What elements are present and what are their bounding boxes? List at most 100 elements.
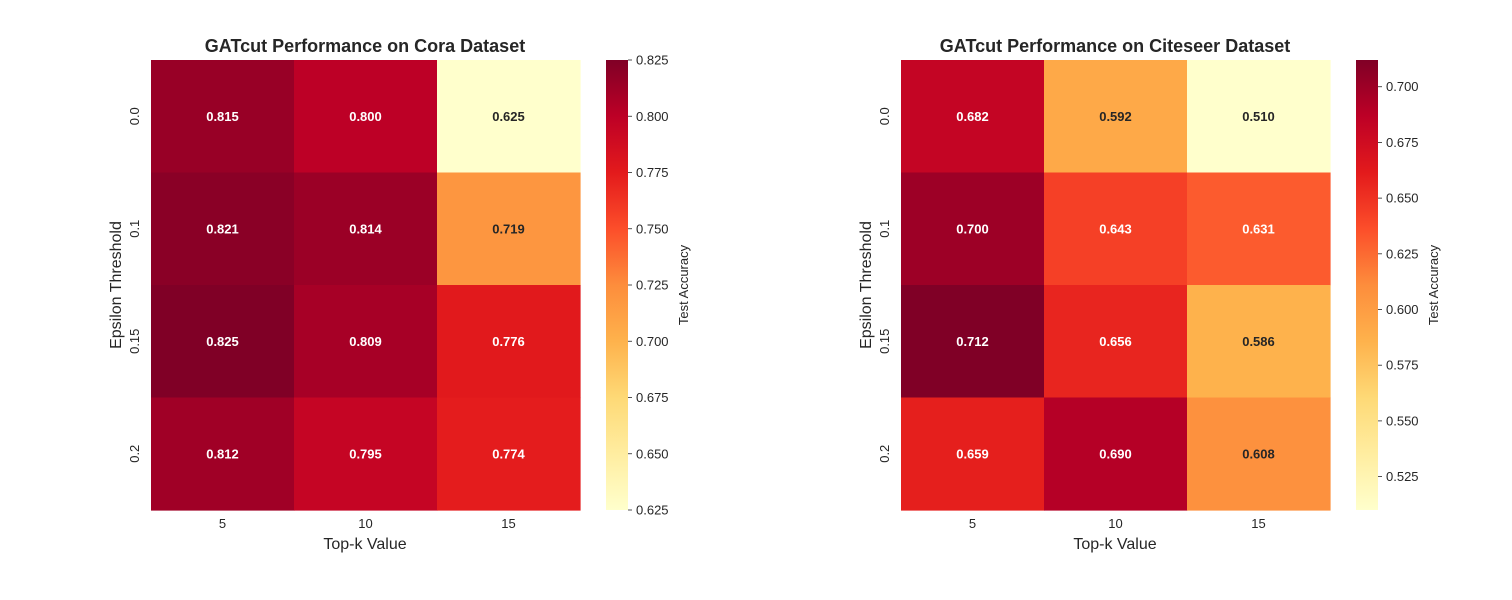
y-tick-label: 0.2	[877, 445, 892, 463]
colorbar-label: Test Accuracy	[1426, 244, 1441, 325]
colorbar-tick-label: 0.600	[1386, 302, 1419, 317]
colorbar-tick-label: 0.675	[636, 390, 669, 405]
cell-value-label: 0.814	[349, 221, 382, 236]
y-axis-label: Epsilon Threshold	[108, 221, 125, 349]
cell-value-label: 0.510	[1242, 109, 1275, 124]
y-tick-labels: 0.0 0.1 0.15 0.2	[877, 107, 892, 463]
cell-value-label: 0.643	[1099, 221, 1132, 236]
colorbar-tick-label: 0.825	[636, 53, 669, 68]
cell-value-label: 0.774	[492, 446, 525, 461]
heatmap-cell	[1044, 172, 1188, 286]
y-tick-label: 0.15	[127, 329, 142, 354]
cell-value-label: 0.659	[956, 446, 989, 461]
cell-value-label: 0.712	[956, 334, 989, 349]
heatmap-cell	[437, 60, 581, 174]
colorbar-tick-label: 0.750	[636, 221, 669, 236]
chart-title: GATcut Performance on Citeseer Dataset	[940, 36, 1290, 56]
colorbar-tick-label: 0.775	[636, 165, 669, 180]
x-tick-label: 15	[501, 516, 515, 531]
cell-value-label: 0.700	[956, 221, 989, 236]
cell-value-label: 0.815	[206, 109, 239, 124]
colorbar-tick-label: 0.550	[1386, 413, 1419, 428]
y-tick-labels: 0.0 0.1 0.15 0.2	[127, 107, 142, 463]
heatmap-cell	[901, 285, 1045, 399]
heatmap-cell	[151, 172, 295, 286]
colorbar-label: Test Accuracy	[676, 244, 691, 325]
colorbar-tick-label: 0.800	[636, 109, 669, 124]
heatmap-cell	[901, 60, 1045, 174]
x-axis-label: Top-k Value	[1073, 536, 1156, 553]
heatmap-cell	[437, 285, 581, 399]
cell-value-label: 0.821	[206, 221, 239, 236]
heatmap-cell	[294, 397, 438, 511]
x-tick-label: 5	[219, 516, 226, 531]
y-axis-label: Epsilon Threshold	[858, 221, 875, 349]
heatmap-cell	[294, 285, 438, 399]
colorbar	[606, 60, 628, 510]
x-tick-labels: 5 10 15	[969, 516, 1266, 531]
heatmap-cell	[294, 60, 438, 174]
heatmap-cell	[151, 397, 295, 511]
y-tick-label: 0.1	[877, 220, 892, 238]
heatmap-cell	[1187, 285, 1331, 399]
colorbar-tick-labels: 0.525 0.550 0.575 0.600 0.625 0.650 0.675 0.700	[1378, 79, 1419, 484]
heatmap-cell	[437, 172, 581, 286]
heatmap-cell	[437, 397, 581, 511]
y-tick-label: 0.0	[877, 107, 892, 125]
x-tick-label: 10	[1108, 516, 1122, 531]
y-tick-label: 0.1	[127, 220, 142, 238]
y-tick-label: 0.0	[127, 107, 142, 125]
heatmap-panel-citeseer: GATcut Performance on Citeseer Dataset 0…	[858, 36, 1441, 553]
colorbar-tick-label: 0.725	[636, 278, 669, 293]
heatmap-cell	[151, 60, 295, 174]
colorbar-tick-label: 0.700	[636, 334, 669, 349]
y-tick-label: 0.2	[127, 445, 142, 463]
heatmap-cell	[901, 172, 1045, 286]
heatmap-cell	[294, 172, 438, 286]
heatmap-cell	[1044, 397, 1188, 511]
heatmap-cell	[151, 285, 295, 399]
heatmap-cell	[1187, 172, 1331, 286]
heatmap-cell	[1044, 285, 1188, 399]
cell-value-label: 0.682	[956, 109, 989, 124]
x-tick-labels: 5 10 15	[219, 516, 516, 531]
heatmap-cell	[1187, 397, 1331, 511]
cell-value-label: 0.631	[1242, 221, 1275, 236]
x-tick-label: 10	[358, 516, 372, 531]
colorbar-tick-label: 0.650	[636, 446, 669, 461]
colorbar-tick-label: 0.625	[636, 503, 669, 518]
colorbar	[1356, 60, 1378, 510]
heatmap-panel-cora: GATcut Performance on Cora Dataset 0.815…	[108, 36, 691, 553]
heatmap-cells: 0.682 0.592 0.510 0.700 0.643 0.631 0.712 0.656…	[901, 60, 1331, 511]
heatmap-cells: 0.815 0.800 0.625 0.821 0.814 0.719 0.825 0.809…	[151, 60, 581, 511]
colorbar-tick-label: 0.700	[1386, 79, 1419, 94]
colorbar-tick-labels: 0.625 0.650 0.675 0.700 0.725 0.750 0.775 0.800…	[628, 53, 669, 518]
chart-title: GATcut Performance on Cora Dataset	[205, 36, 525, 56]
x-axis-label: Top-k Value	[323, 536, 406, 553]
cell-value-label: 0.825	[206, 334, 239, 349]
colorbar-tick-label: 0.525	[1386, 469, 1419, 484]
colorbar-tick-label: 0.575	[1386, 358, 1419, 373]
cell-value-label: 0.592	[1099, 109, 1132, 124]
cell-value-label: 0.625	[492, 109, 525, 124]
cell-value-label: 0.809	[349, 334, 382, 349]
cell-value-label: 0.795	[349, 446, 382, 461]
x-tick-label: 15	[1251, 516, 1265, 531]
cell-value-label: 0.608	[1242, 446, 1275, 461]
cell-value-label: 0.719	[492, 221, 525, 236]
cell-value-label: 0.656	[1099, 334, 1132, 349]
cell-value-label: 0.812	[206, 446, 239, 461]
cell-value-label: 0.800	[349, 109, 382, 124]
heatmap-cell	[1187, 60, 1331, 174]
cell-value-label: 0.776	[492, 334, 525, 349]
cell-value-label: 0.586	[1242, 334, 1275, 349]
heatmap-cell	[1044, 60, 1188, 174]
x-tick-label: 5	[969, 516, 976, 531]
y-tick-label: 0.15	[877, 329, 892, 354]
colorbar-tick-label: 0.650	[1386, 191, 1419, 206]
cell-value-label: 0.690	[1099, 446, 1132, 461]
colorbar-tick-label: 0.625	[1386, 246, 1419, 261]
colorbar-tick-label: 0.675	[1386, 135, 1419, 150]
heatmap-cell	[901, 397, 1045, 511]
